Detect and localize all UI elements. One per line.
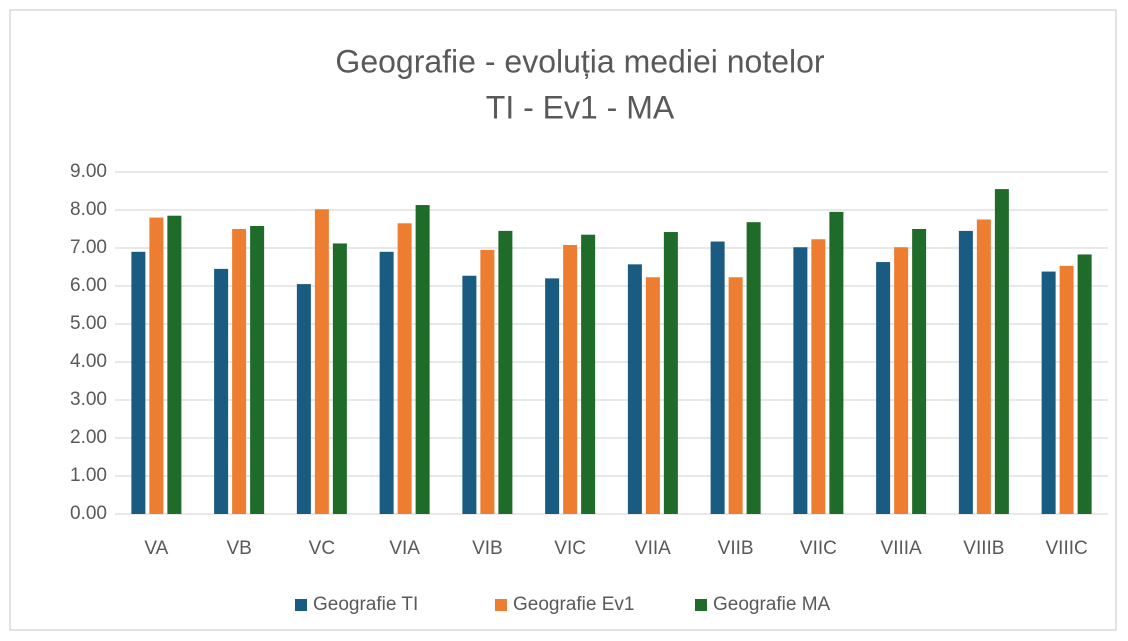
bar [314, 209, 329, 515]
x-tick-label: VIIIB [963, 538, 1004, 559]
bar [645, 277, 660, 514]
y-tick-label: 5.00 [70, 313, 107, 334]
bar [746, 222, 761, 514]
bar [912, 229, 927, 514]
bar [480, 249, 495, 514]
legend-label: Geografie Ev1 [513, 594, 634, 615]
bar [1041, 271, 1056, 514]
bar [214, 268, 229, 514]
bar [545, 278, 560, 514]
bar [958, 230, 973, 514]
bar [332, 243, 347, 514]
bar [296, 284, 311, 514]
y-tick-label: 8.00 [70, 199, 107, 220]
x-tick-label: VIC [554, 538, 586, 559]
chart-frame [9, 9, 1117, 631]
bar [563, 244, 578, 514]
y-tick-label: 9.00 [70, 161, 107, 182]
bar [498, 230, 513, 514]
bar [811, 239, 826, 514]
bar [710, 241, 725, 515]
bar [894, 247, 909, 515]
bar [627, 264, 642, 514]
x-tick-label: VA [144, 538, 168, 559]
legend-swatch [495, 599, 507, 611]
x-tick-label: VC [309, 538, 335, 559]
bar [131, 251, 146, 515]
bar [728, 277, 743, 514]
bar [397, 223, 412, 515]
y-tick-label: 4.00 [70, 351, 107, 372]
bar [462, 275, 477, 514]
legend-swatch [695, 599, 707, 611]
bar [581, 234, 596, 514]
bar [379, 251, 394, 515]
x-tick-label: VIIC [800, 538, 837, 559]
x-tick-label: VIIB [718, 538, 754, 559]
bar [829, 211, 844, 514]
bar [793, 247, 808, 515]
bar [1059, 265, 1074, 514]
bar [167, 215, 182, 514]
x-tick-label: VB [226, 538, 251, 559]
x-tick-label: VIA [389, 538, 420, 559]
bar [232, 229, 247, 514]
bar [149, 217, 164, 514]
legend-label: Geografie MA [713, 594, 831, 615]
x-tick-label: VIIA [635, 538, 671, 559]
bar [876, 262, 891, 514]
y-tick-label: 0.00 [70, 503, 107, 524]
y-tick-label: 3.00 [70, 389, 107, 410]
bar [976, 219, 991, 514]
chart-subtitle: TI - Ev1 - MA [486, 89, 675, 125]
x-tick-label: VIIIA [881, 538, 923, 559]
bar [663, 232, 678, 515]
y-tick-label: 2.00 [70, 427, 107, 448]
legend-label: Geografie TI [313, 594, 418, 615]
y-tick-label: 6.00 [70, 275, 107, 296]
bar [250, 225, 265, 514]
legend-swatch [295, 599, 307, 611]
x-tick-label: VIB [472, 538, 503, 559]
bar [1077, 254, 1092, 514]
bar [994, 189, 1009, 514]
y-tick-label: 1.00 [70, 465, 107, 486]
x-tick-label: VIIIC [1046, 538, 1088, 559]
bar [415, 205, 430, 514]
chart-title: Geografie - evoluția mediei notelor [335, 43, 825, 79]
y-tick-label: 7.00 [70, 237, 107, 258]
